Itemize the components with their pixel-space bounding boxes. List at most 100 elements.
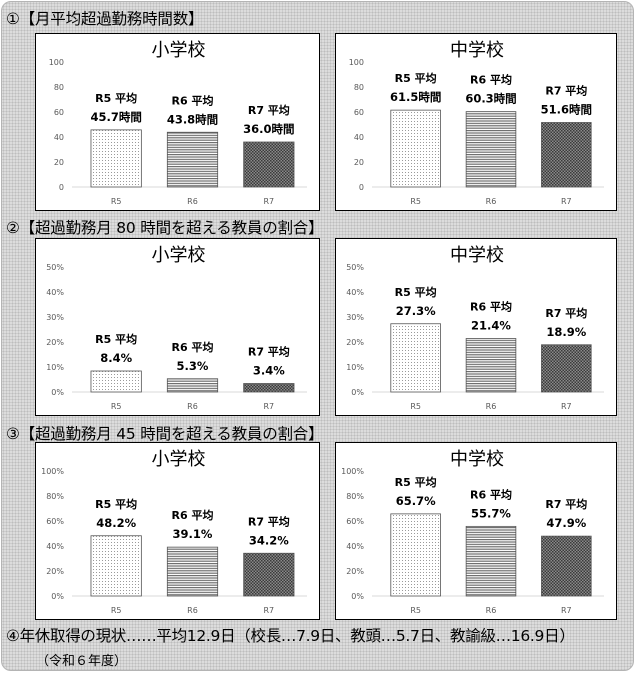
data-label-value: 47.9% <box>546 516 586 530</box>
data-label-period: R5 平均 <box>95 332 137 346</box>
y-tick-label: 40 <box>54 133 64 142</box>
chart-title: 中学校 <box>450 449 504 470</box>
bar-r6 <box>465 338 517 393</box>
y-tick-label: 30% <box>346 313 364 322</box>
y-tick-label: 80% <box>346 492 364 501</box>
y-tick-label: 20% <box>346 338 364 347</box>
x-tick-label: R6 <box>486 402 497 411</box>
chart-elementary-over-45-hours: 小学校 0% 20% 40% 60% 80% 100% R5 R5 平均 48.2% R6 R6 平均… <box>35 442 320 620</box>
data-label-period: R5 平均 <box>95 91 137 105</box>
y-tick-label: 40% <box>46 288 64 297</box>
y-tick-label: 40% <box>46 542 64 551</box>
data-label-period: R7 平均 <box>248 103 290 117</box>
bar-r5 <box>90 129 142 188</box>
y-tick-label: 100% <box>341 467 364 476</box>
bar-r6 <box>166 378 219 393</box>
data-label-period: R7 平均 <box>248 345 290 359</box>
data-label-period: R6 平均 <box>172 340 214 354</box>
section-title-over-45-hours: ③【超過勤務月 45 時間を超える教員の割合】 <box>6 425 324 443</box>
y-tick-label: 60% <box>346 517 364 526</box>
data-label-value: 51.6時間 <box>541 103 592 117</box>
x-tick-label: R5 <box>111 402 122 411</box>
y-tick-label: 50% <box>346 263 364 272</box>
x-tick-label: R5 <box>410 402 421 411</box>
data-label-value: 39.1% <box>173 527 213 541</box>
bar-r7 <box>541 122 592 188</box>
y-tick-label: 80% <box>46 492 64 501</box>
data-label-value: 65.7% <box>396 494 436 508</box>
annual-leave-summary: ④年休取得の現状……平均12.9日（校長…7.9日、教頭…5.7日、教諭級…16… <box>6 627 575 645</box>
chart-title: 小学校 <box>152 449 206 470</box>
x-tick-label: R6 <box>486 197 497 206</box>
data-label-value: 55.7% <box>471 506 511 520</box>
data-label-period: R6 平均 <box>470 300 512 314</box>
y-tick-label: 10% <box>346 363 364 372</box>
data-label-value: 27.3% <box>396 304 436 318</box>
y-tick-label: 0% <box>51 592 64 601</box>
y-tick-label: 0% <box>351 592 364 601</box>
y-tick-label: 0 <box>359 183 364 192</box>
data-label-value: 36.0時間 <box>243 122 294 136</box>
chart-elementary-over-80-hours: 小学校 0% 10% 20% 30% 40% 50% R5 R5 平均 8.4% R6 R6 平均 5.… <box>35 238 320 416</box>
data-label-period: R5 平均 <box>395 71 437 85</box>
bar-r5 <box>90 535 142 597</box>
bar-r7 <box>243 383 295 393</box>
bar-r7 <box>541 535 592 597</box>
y-tick-label: 40% <box>346 542 364 551</box>
y-tick-label: 20 <box>354 158 364 167</box>
y-tick-label: 40 <box>354 133 364 142</box>
section-title-monthly-overtime: ①【月平均超過勤務時間数】 <box>6 10 204 28</box>
y-tick-label: 20% <box>46 567 64 576</box>
y-tick-label: 0% <box>51 388 64 397</box>
x-tick-label: R7 <box>264 606 275 615</box>
y-tick-label: 60 <box>354 108 364 117</box>
x-tick-label: R5 <box>410 197 421 206</box>
data-label-period: R7 平均 <box>545 84 587 98</box>
y-tick-label: 20 <box>54 158 64 167</box>
y-tick-label: 10% <box>46 363 64 372</box>
y-tick-label: 40% <box>346 288 364 297</box>
chart-junior-high-over-45-hours: 中学校 0% 20% 40% 60% 80% 100% R5 R5 平均 65.7% R6 R6 平均… <box>335 442 617 620</box>
chart-title: 中学校 <box>450 40 504 61</box>
x-tick-label: R5 <box>111 197 122 206</box>
bar-r5 <box>390 323 441 393</box>
data-label-period: R5 平均 <box>395 475 437 489</box>
bar-r7 <box>243 141 295 188</box>
bar-r6 <box>166 546 219 597</box>
y-tick-label: 20% <box>46 338 64 347</box>
data-label-value: 60.3時間 <box>465 92 516 106</box>
data-label-value: 48.2% <box>96 516 136 530</box>
y-tick-label: 80 <box>354 83 364 92</box>
bar-r6 <box>465 525 517 597</box>
x-tick-label: R6 <box>187 197 198 206</box>
data-label-period: R7 平均 <box>545 497 587 511</box>
data-label-value: 43.8時間 <box>167 112 218 126</box>
y-tick-label: 60 <box>54 108 64 117</box>
y-tick-label: 0 <box>59 183 64 192</box>
x-tick-label: R7 <box>561 197 572 206</box>
chart-junior-high-over-80-hours: 中学校 0% 10% 20% 30% 40% 50% R5 R5 平均 27.3% R6 R6 平均 2… <box>335 238 617 416</box>
data-label-value: 5.3% <box>177 359 209 373</box>
data-label-value: 18.9% <box>546 325 586 339</box>
data-label-period: R6 平均 <box>470 487 512 501</box>
data-label-value: 61.5時間 <box>390 90 441 104</box>
x-tick-label: R7 <box>561 606 572 615</box>
data-label-period: R5 平均 <box>395 285 437 299</box>
y-tick-label: 60% <box>46 517 64 526</box>
y-tick-label: 20% <box>346 567 364 576</box>
chart-elementary-overtime-hours: 小学校 0 20 40 60 80 100 R5 R5 平均 45.7時間 R6 R6 平均 43.8時… <box>35 33 320 211</box>
data-label-period: R6 平均 <box>172 508 214 522</box>
x-tick-label: R6 <box>187 402 198 411</box>
x-tick-label: R5 <box>111 606 122 615</box>
section-title-over-80-hours: ②【超過勤務月 80 時間を超える教員の割合】 <box>6 219 324 237</box>
bar-r5 <box>390 513 441 597</box>
bar-r5 <box>390 109 441 188</box>
data-label-value: 45.7時間 <box>90 110 141 124</box>
data-label-period: R5 平均 <box>95 497 137 511</box>
chart-title: 中学校 <box>450 245 504 266</box>
data-label-value: 8.4% <box>100 351 132 365</box>
data-label-period: R7 平均 <box>545 306 587 320</box>
x-tick-label: R6 <box>187 606 198 615</box>
x-tick-label: R5 <box>410 606 421 615</box>
chart-title: 小学校 <box>152 245 206 266</box>
